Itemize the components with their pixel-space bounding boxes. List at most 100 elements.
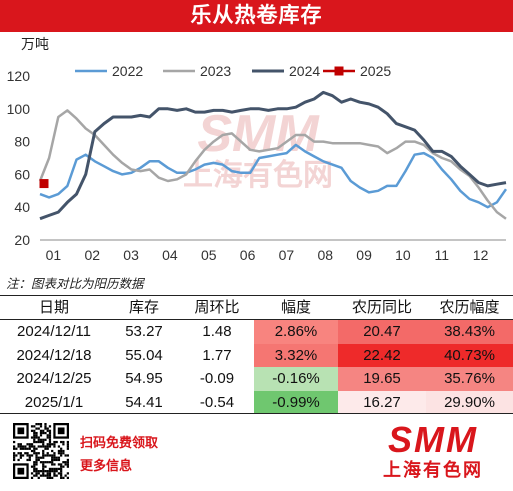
qr-module (60, 452, 63, 455)
qr-module (53, 472, 56, 475)
qr-module (30, 449, 34, 453)
qr-module (37, 458, 40, 462)
qr-module (39, 438, 43, 441)
table-cell: 16.27 (338, 390, 426, 414)
qr-module (30, 425, 34, 428)
qr-module (42, 467, 45, 471)
qr-module (24, 445, 27, 448)
x-tick-label: 09 (356, 247, 372, 263)
qr-module (19, 454, 22, 457)
table-cell: 2024/12/11 (17, 323, 91, 340)
chart-note: 注：图表对比为阳历数据 (6, 277, 144, 291)
qr-module (30, 472, 34, 475)
qr-module (33, 425, 36, 428)
qr-module (51, 463, 54, 466)
table-row: 2024/12/25 54.95 -0.09 -0.16% 19.65 35.76% (0, 367, 513, 391)
qr-module (21, 454, 25, 457)
qr-module (46, 452, 49, 455)
qr-module (37, 436, 40, 439)
qr-module (39, 445, 43, 448)
qr-module (57, 467, 61, 471)
qr-module (53, 474, 56, 477)
table-cell: 20.47 (338, 320, 426, 344)
more-info-text[interactable]: 更多信息 (80, 458, 133, 473)
x-tick-label: 11 (434, 247, 449, 263)
qr-module (33, 474, 36, 477)
qr-module (60, 463, 63, 466)
qr-module (37, 427, 40, 430)
table-cell: -0.16% (254, 367, 338, 391)
qr-module (42, 463, 45, 466)
y-tick-label: 120 (7, 68, 31, 84)
qr-module (46, 447, 49, 450)
y-axis-unit: 万吨 (21, 37, 49, 53)
qr-module (33, 452, 36, 455)
qr-module (35, 463, 38, 466)
qr-module (44, 447, 47, 450)
qr-module (51, 470, 54, 473)
legend-label: 2022 (112, 63, 143, 79)
qr-module (39, 429, 43, 432)
qr-module (46, 443, 49, 446)
y-tick-label: 40 (14, 199, 30, 215)
qr-module (57, 456, 61, 459)
table-cell: 53.27 (125, 323, 163, 340)
table-cell: 19.65 (338, 367, 426, 391)
qr-module (62, 461, 65, 464)
legend-item-2022: 2022 (75, 63, 143, 79)
qr-module (15, 447, 18, 450)
qr-module (60, 440, 63, 444)
qr-module (55, 470, 58, 473)
qr-code[interactable] (13, 423, 69, 479)
qr-module (42, 431, 45, 435)
table-cell: 22.42 (338, 343, 426, 368)
qr-module (39, 474, 43, 477)
qr-module (19, 452, 22, 455)
qr-module (51, 443, 54, 446)
qr-module (46, 472, 49, 475)
qr-module (60, 470, 63, 473)
qr-module (46, 427, 49, 430)
qr-module (33, 431, 36, 435)
qr-module (66, 465, 69, 468)
qr-module (60, 447, 63, 450)
qr-module (28, 443, 31, 446)
inventory-table: 日期 库存 周环比 幅度 农历同比 农历幅度 2024/12/11 53.27 1.48 2.86… (0, 295, 513, 415)
qr-module (48, 434, 52, 437)
qr-module (30, 436, 34, 439)
table-row: 2024/12/18 55.04 1.77 3.32% 22.42 40.73% (0, 343, 513, 368)
qr-module (64, 454, 67, 457)
qr-module (60, 454, 63, 457)
qr-module (30, 454, 34, 457)
table-cell: 29.90% (426, 390, 513, 414)
scan-free-text[interactable]: 扫码免费领取 (80, 435, 159, 450)
qr-module (33, 465, 36, 468)
table-cell: 1.77 (202, 346, 232, 364)
qr-module (21, 447, 25, 450)
table-cell: 54.41 (125, 393, 163, 411)
qr-module (30, 465, 34, 468)
qr-module (30, 445, 34, 448)
qr-module (42, 440, 45, 444)
qr-module (42, 461, 45, 464)
qr-module (44, 427, 47, 430)
qr-module (62, 449, 65, 453)
qr-module (26, 454, 29, 457)
qr-module (35, 423, 38, 426)
column-header: 农历幅度 (439, 299, 500, 316)
y-tick-label: 60 (14, 166, 30, 182)
table-cell: 35.76% (426, 367, 513, 391)
table-cell: 2024/12/18 (16, 346, 92, 364)
legend-item-2024: 2024 (252, 63, 320, 79)
qr-module (53, 458, 56, 462)
qr-module (39, 456, 43, 459)
qr-module (33, 467, 36, 471)
table-cell: -0.54 (199, 393, 235, 411)
qr-module (28, 458, 31, 462)
qr-module (55, 440, 58, 444)
qr-module (51, 461, 54, 464)
qr-module (21, 445, 25, 448)
qr-module (17, 443, 20, 446)
qr-module (66, 447, 69, 450)
qr-module (17, 467, 25, 475)
